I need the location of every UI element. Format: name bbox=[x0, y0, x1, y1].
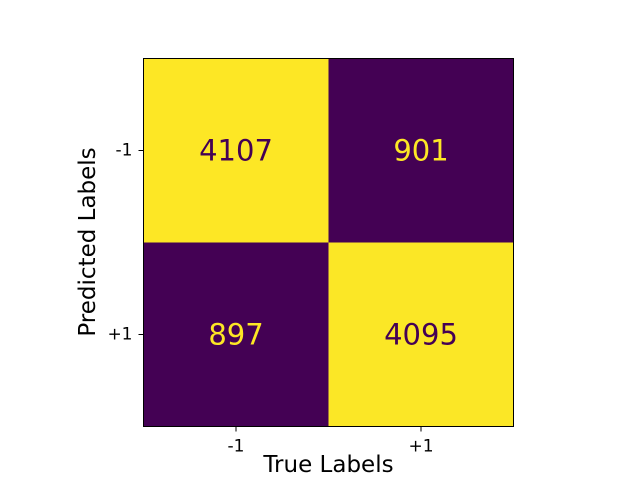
y-axis-ticks: -1 +1 bbox=[107, 141, 144, 345]
cell-value-label: 4107 bbox=[199, 134, 273, 168]
cell-value-label: 897 bbox=[208, 318, 263, 352]
y-axis-label: Predicted Labels bbox=[75, 147, 101, 336]
x-tick-label: -1 bbox=[228, 437, 245, 457]
cell-value-label: 4095 bbox=[384, 318, 458, 352]
heatmap-cell bbox=[328, 242, 514, 427]
y-tick-label: +1 bbox=[107, 325, 132, 345]
heatmap-cell bbox=[143, 242, 329, 427]
x-axis-ticks: -1 +1 bbox=[228, 426, 434, 457]
x-tick-label: +1 bbox=[408, 437, 433, 457]
y-tick-label: -1 bbox=[116, 141, 133, 161]
cell-value-label: 901 bbox=[393, 134, 448, 168]
heatmap-cell bbox=[328, 58, 514, 243]
heatmap-cell bbox=[143, 58, 329, 243]
x-axis-label: True Labels bbox=[262, 452, 393, 478]
plot-frame bbox=[143, 58, 514, 427]
heatmap-cells: 4107 901 897 4095 bbox=[143, 58, 514, 427]
